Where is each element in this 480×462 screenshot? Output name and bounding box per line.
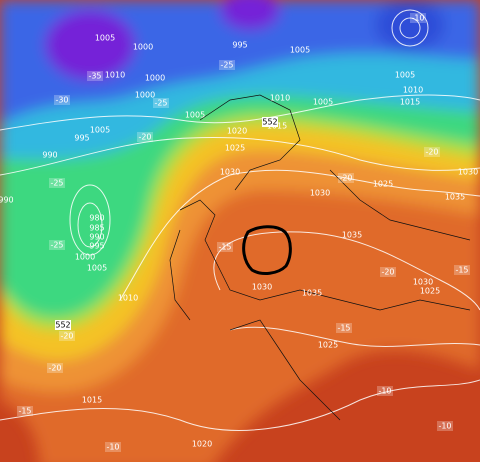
geopotential-label-box <box>55 320 71 330</box>
isobar-label: 1000 <box>145 74 165 83</box>
isobar-label: 1000 <box>75 253 95 262</box>
temperature-label-box <box>410 13 426 23</box>
temperature-label-box <box>338 173 354 183</box>
isobar-label: 1005 <box>313 98 333 107</box>
isobar-label: 1005 <box>95 34 115 43</box>
isobar-label: 1015 <box>82 396 102 405</box>
coastlines <box>169 94 471 421</box>
isobar-label: 1005 <box>87 264 107 273</box>
temperature-label-box <box>424 147 440 157</box>
isobar-label: 1030 <box>310 189 330 198</box>
isobar-label: 1005 <box>185 111 205 120</box>
temperature-label-box <box>87 71 103 81</box>
geopotential-label: 552 <box>262 118 277 127</box>
isobar-label: 990 <box>42 151 57 160</box>
isobar-label: 1035 <box>342 231 362 240</box>
temperature-label: -15 <box>218 243 231 252</box>
isobar-label: 1025 <box>318 341 338 350</box>
temperature-label: -25 <box>220 61 233 70</box>
isobar-label: 1025 <box>225 144 245 153</box>
isobar-label: 1010 <box>105 71 125 80</box>
isobar-label: 1025 <box>373 180 393 189</box>
temperature-label-box <box>59 331 75 341</box>
temperature-label: -20 <box>425 148 438 157</box>
temperature-label: -20 <box>339 174 352 183</box>
temperature-label: -20 <box>48 364 61 373</box>
high-pressure-outline <box>242 225 292 275</box>
temperature-label: -25 <box>50 241 63 250</box>
isobar-label: 1030 <box>252 283 272 292</box>
temperature-label: -15 <box>18 407 31 416</box>
temperature-label: -10 <box>438 422 451 431</box>
temperature-label: -30 <box>55 96 68 105</box>
temperature-label-box <box>377 386 393 396</box>
isobar-label: 1010 <box>118 294 138 303</box>
isobar-label: 1020 <box>192 440 212 449</box>
temperature-label-box <box>454 265 470 275</box>
temperature-label-box <box>137 132 153 142</box>
temperature-label: -20 <box>138 133 151 142</box>
isobar-label: 985 <box>89 224 104 233</box>
isobar-label: 1030 <box>220 168 240 177</box>
geopotential-label-box <box>262 117 278 127</box>
isobar-label: 980 <box>89 214 104 223</box>
temperature-label-box <box>153 98 169 108</box>
isobars <box>0 9 480 431</box>
temperature-label: -10 <box>378 387 391 396</box>
isobar-label: 1010 <box>270 94 290 103</box>
temperature-label: -15 <box>337 324 350 333</box>
isobar-label: 1015 <box>400 98 420 107</box>
isobar-label: 995 <box>232 41 247 50</box>
isobar-label: 1005 <box>290 46 310 55</box>
temperature-label-box <box>217 242 233 252</box>
isobar-label: 1025 <box>420 287 440 296</box>
temperature-label-box <box>105 442 121 452</box>
temperature-label-box <box>47 363 63 373</box>
isobar-label: 1035 <box>445 193 465 202</box>
isobar-label: 1020 <box>227 127 247 136</box>
temperature-label: -20 <box>381 268 394 277</box>
temperature-label-box <box>219 60 235 70</box>
temperature-label: -25 <box>154 99 167 108</box>
isobar-label: 1005 <box>90 126 110 135</box>
temperature-label: -10 <box>106 443 119 452</box>
temperature-label: -35 <box>88 72 101 81</box>
temperature-label-box <box>17 406 33 416</box>
temperature-label-box <box>54 95 70 105</box>
isobar-label: 1010 <box>403 86 423 95</box>
isobar-label: 995 <box>74 134 89 143</box>
isobar-label: 1005 <box>395 71 415 80</box>
isobar-label: 1030 <box>413 278 433 287</box>
temperature-label: -25 <box>50 179 63 188</box>
isobar-label: 1000 <box>133 43 153 52</box>
temperature-label-box <box>380 267 396 277</box>
temperature-label-box <box>49 178 65 188</box>
isobar-label: 990 <box>89 233 104 242</box>
isobar-label: 990 <box>0 196 14 205</box>
geopotential-label: 552 <box>55 321 70 330</box>
temperature-label-box <box>437 421 453 431</box>
temperature-label: -20 <box>60 332 73 341</box>
isobar-label: 1000 <box>135 91 155 100</box>
temperature-label-box <box>336 323 352 333</box>
temperature-label-box <box>49 240 65 250</box>
isobar-label: 1035 <box>302 289 322 298</box>
isobar-label: 1030 <box>458 168 478 177</box>
temperature-label: -10 <box>411 14 424 23</box>
isobar-label: 995 <box>89 242 104 251</box>
temperature-label: -15 <box>455 266 468 275</box>
